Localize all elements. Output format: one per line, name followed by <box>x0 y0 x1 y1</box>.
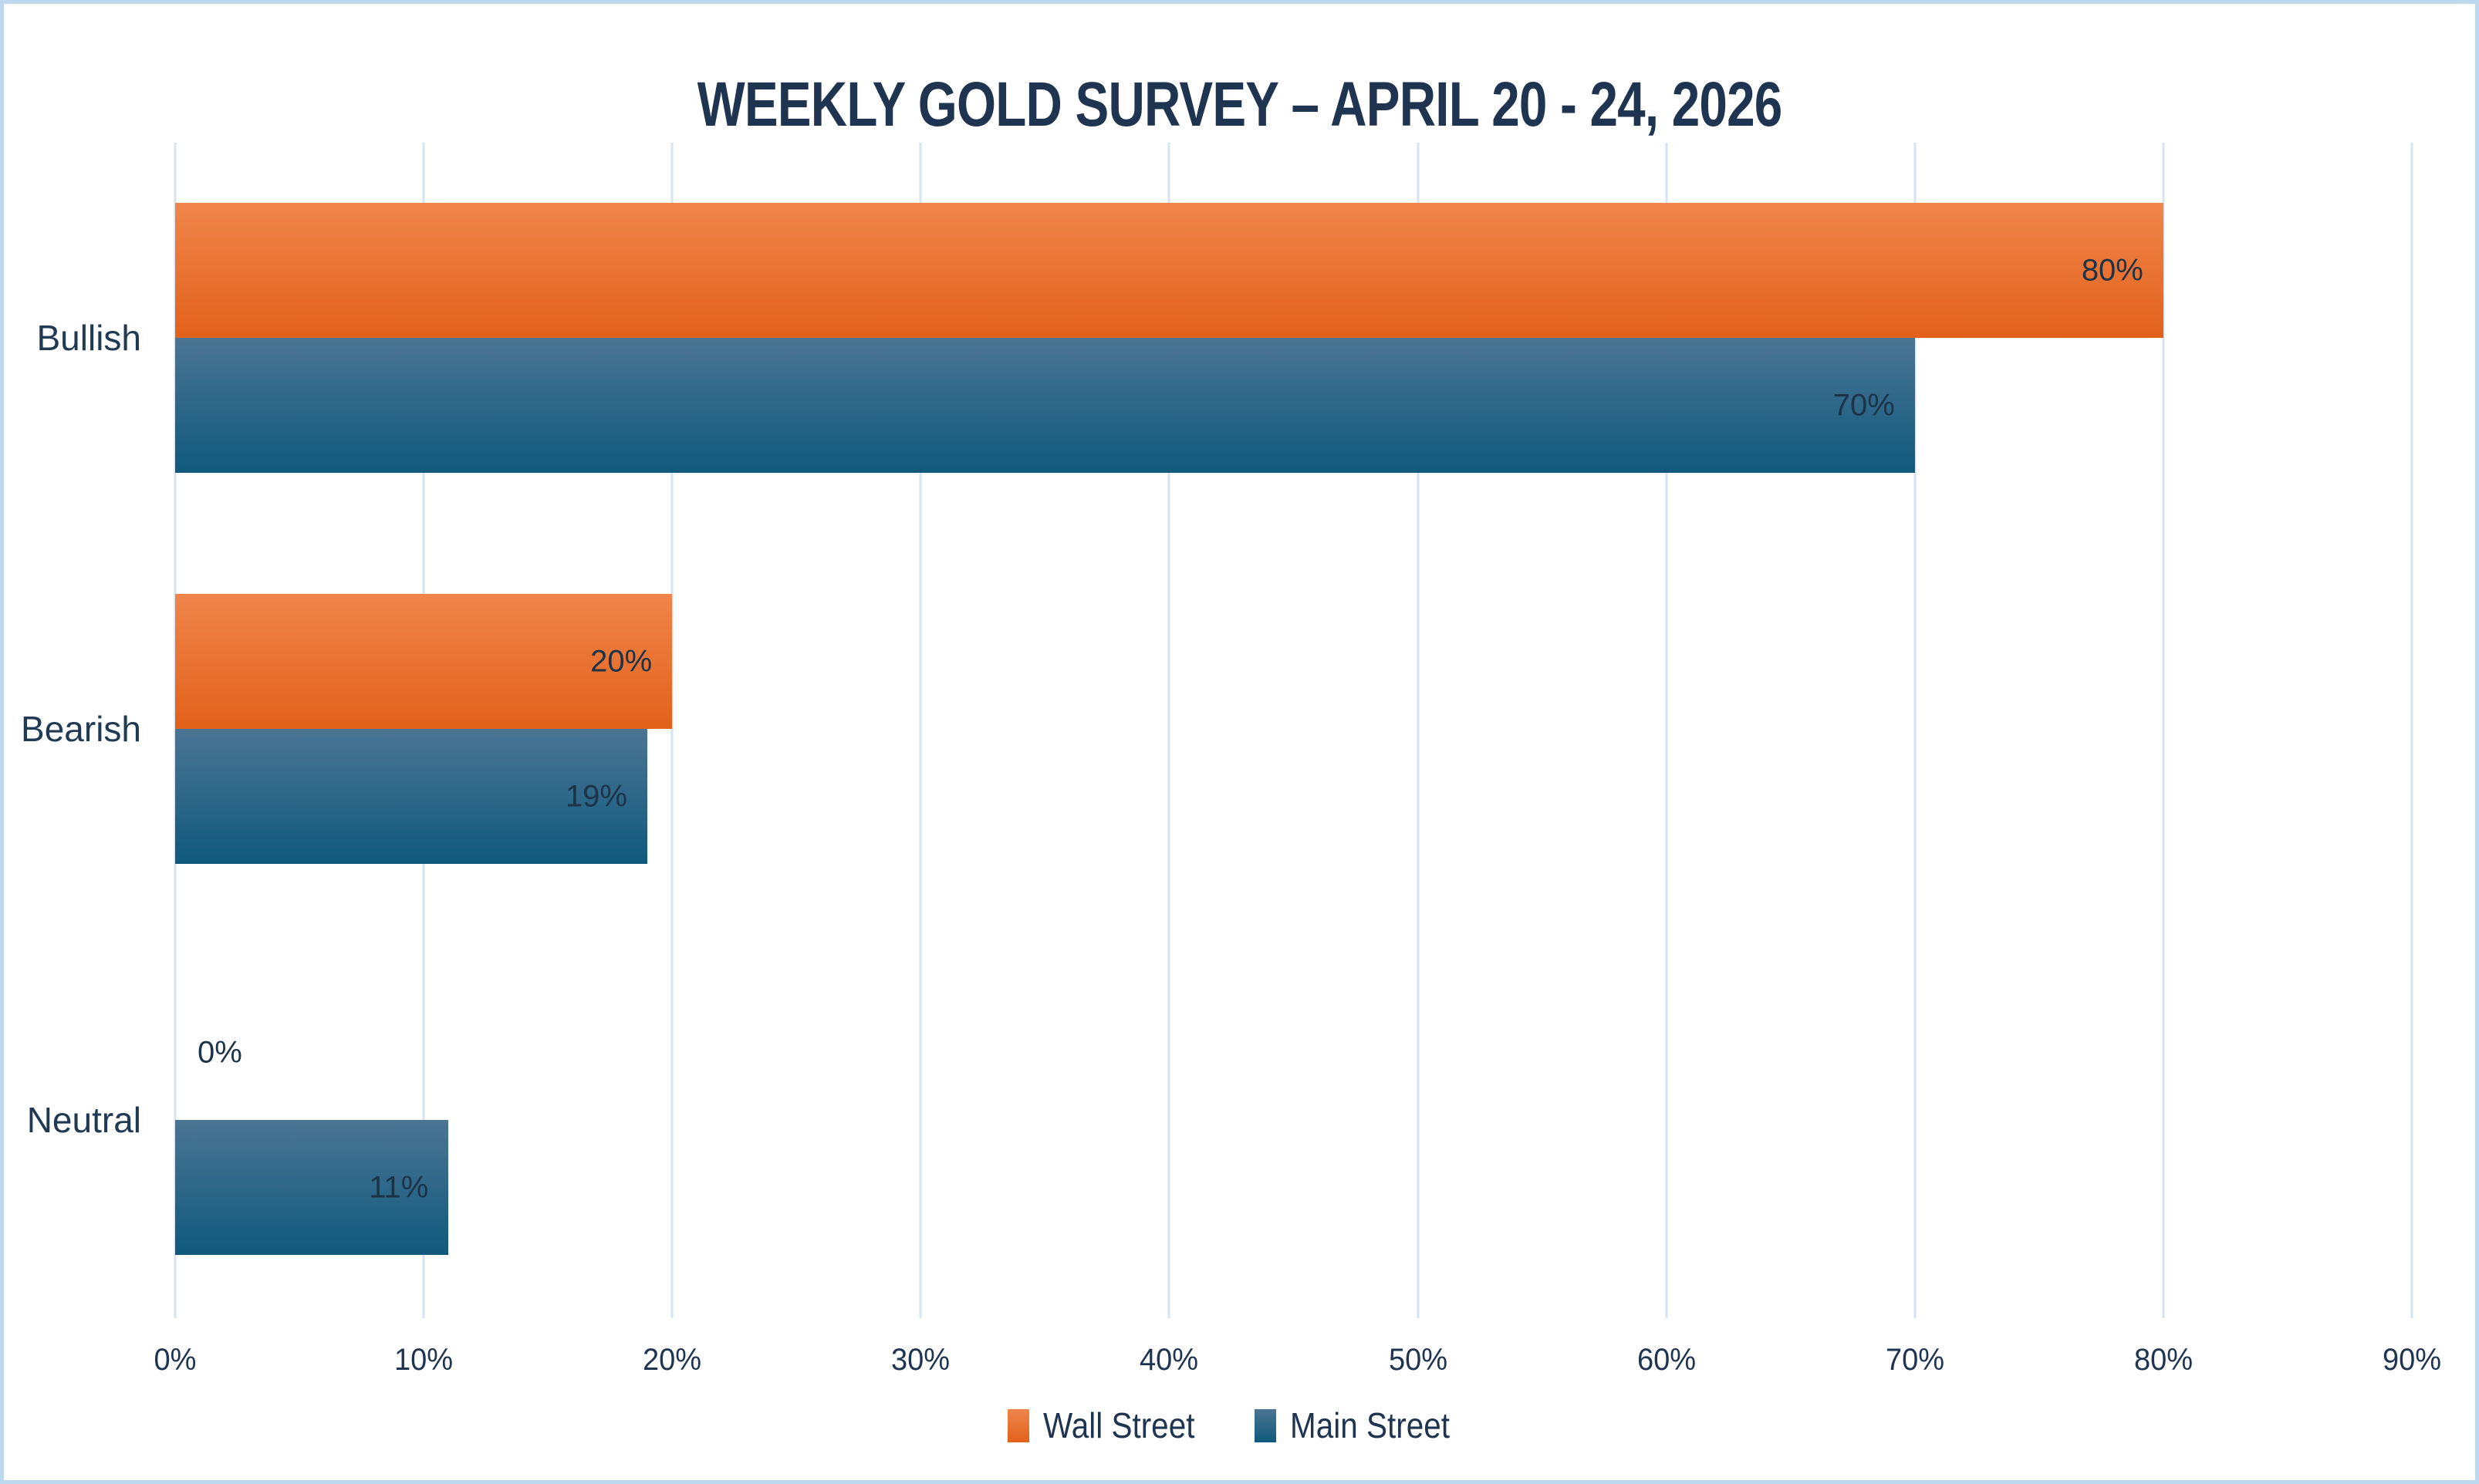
legend: Wall Street Main Street <box>4 1405 2475 1446</box>
gridline-70% <box>1913 143 1917 1318</box>
x-tick-label-70%: 70% <box>1885 1343 1944 1377</box>
x-tick-label-30%: 30% <box>891 1343 951 1377</box>
category-group-bearish: 20% 19% <box>175 594 2412 864</box>
x-tick-label-0%: 0% <box>154 1343 197 1377</box>
x-tick-label-10%: 10% <box>394 1343 454 1377</box>
gridline-90% <box>2410 143 2413 1318</box>
legend-item-wall-street: Wall Street <box>1008 1405 1215 1446</box>
x-tick-label-40%: 40% <box>1140 1343 1199 1377</box>
x-tick-label-90%: 90% <box>2382 1343 2442 1377</box>
bar-wall-street-bullish: 80% <box>175 203 2163 338</box>
chart-title-text: WEEKLY GOLD SURVEY – APRIL 20 - 24, 2026 <box>697 69 1783 140</box>
legend-swatch-wall-street <box>1008 1408 1030 1442</box>
category-label-neutral: Neutral <box>26 1100 141 1140</box>
x-tick-label-20%: 20% <box>643 1343 702 1377</box>
legend-label-wall-street: Wall Street <box>1043 1405 1195 1445</box>
bar-main-street-bearish: 19% <box>175 729 647 864</box>
gridline-50% <box>1417 143 1420 1318</box>
legend-label-main-street: Main Street <box>1289 1405 1450 1445</box>
plot-area: 80% 70% 20% 19% 0% 11% <box>174 143 2413 1318</box>
gridline-80% <box>2162 143 2165 1318</box>
bar-value-label: 20% <box>590 644 653 678</box>
gridline-20% <box>670 143 674 1318</box>
gridline-60% <box>1665 143 1668 1318</box>
x-tick-label-80%: 80% <box>2133 1343 2193 1377</box>
x-tick-label-60%: 60% <box>1636 1343 1696 1377</box>
legend-item-main-street: Main Street <box>1254 1405 1471 1446</box>
category-group-bullish: 80% 70% <box>175 203 2412 473</box>
gridline-30% <box>919 143 922 1318</box>
category-group-neutral: 0% 11% <box>175 985 2412 1255</box>
bar-main-street-neutral: 11% <box>175 1120 449 1255</box>
x-axis: 0% 10% 20% 30% 40% 50% 60% 70% 80% 90% <box>154 1343 2441 1386</box>
bar-value-label: 70% <box>1832 388 1895 422</box>
category-label-bullish: Bullish <box>36 318 141 358</box>
bar-wall-street-bearish: 20% <box>175 594 673 729</box>
x-tick-label-50%: 50% <box>1388 1343 1447 1377</box>
bar-value-label: 11% <box>369 1170 429 1204</box>
bar-value-label: 80% <box>2081 253 2143 287</box>
bar-main-street-bullish: 70% <box>175 338 1915 473</box>
category-label-bearish: Bearish <box>21 709 141 749</box>
bar-value-label: 19% <box>565 779 627 813</box>
legend-swatch-main-street <box>1254 1408 1276 1442</box>
bar-value-label: 0% <box>198 1035 242 1069</box>
gridline-40% <box>1167 143 1170 1318</box>
chart-title: WEEKLY GOLD SURVEY – APRIL 20 - 24, 2026 <box>4 69 2475 141</box>
category-axis: Bullish Bearish Neutral <box>4 143 141 1315</box>
